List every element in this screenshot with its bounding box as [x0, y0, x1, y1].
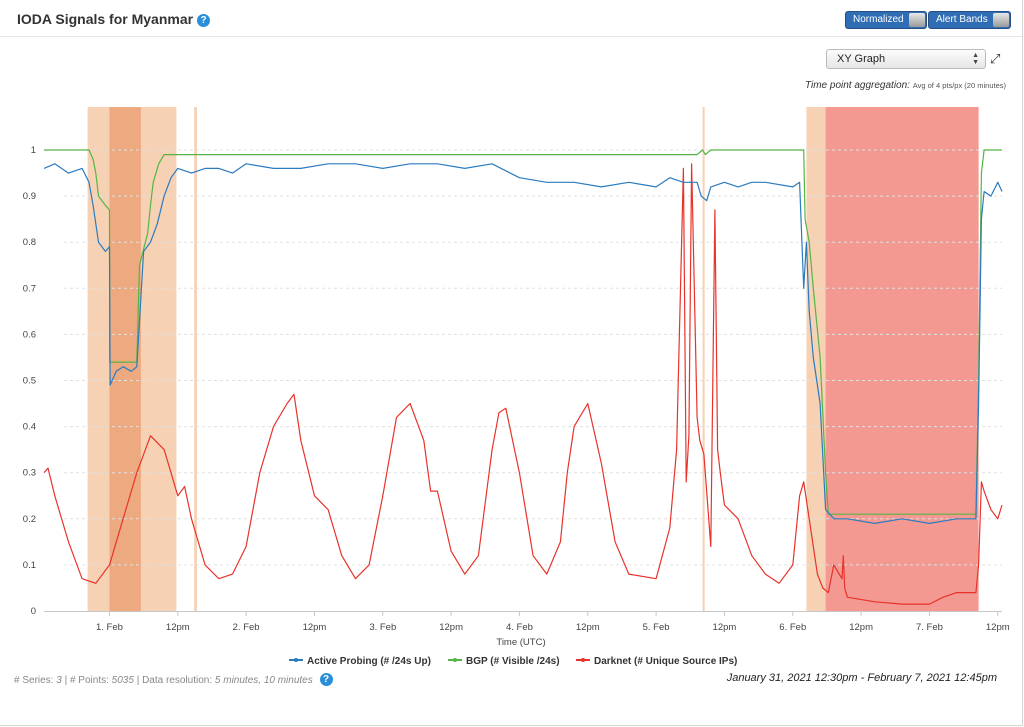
fullscreen-icon[interactable]: ⤢ [990, 51, 1001, 66]
legend-label: BGP (# Visible /24s) [466, 656, 560, 667]
normalized-toggle[interactable]: Normalized [845, 11, 927, 29]
resolution-label: | Data resolution: [136, 675, 213, 686]
alert-band [825, 107, 979, 611]
alert-band [806, 107, 826, 611]
toggle-knob [992, 13, 1009, 27]
series-info: # Series: 3 | # Points: 5035 | Data reso… [14, 673, 333, 686]
y-tick-label: 0.9 [23, 191, 36, 202]
x-tick-label: 12pm [713, 622, 737, 633]
alert-bands [87, 107, 979, 611]
y-tick-label: 0.2 [23, 514, 36, 525]
title-text: IODA Signals for Myanmar [17, 11, 194, 27]
y-tick-label: 0.8 [23, 237, 36, 248]
legend-label: Active Probing (# /24s Up) [307, 656, 431, 667]
series-lines [43, 149, 1003, 605]
alert-bands-label: Alert Bands [936, 14, 988, 25]
points-label: | # Points: [64, 675, 109, 686]
legend-swatch-icon [576, 658, 590, 662]
date-range: January 31, 2021 12:30pm - February 7, 2… [726, 672, 997, 684]
x-tick-label: 5. Feb [643, 622, 670, 633]
series-label: # Series: [14, 675, 54, 686]
legend-swatch-icon [448, 658, 462, 662]
normalized-label: Normalized [853, 14, 904, 25]
resolution-value: 5 minutes, 10 minutes [214, 675, 313, 686]
x-tick-label: 2. Feb [233, 622, 260, 633]
aggregation-info: Time point aggregation: Avg of 4 pts/px … [805, 80, 1006, 91]
x-tick-label: 12pm [166, 622, 190, 633]
x-tick-label: 12pm [986, 622, 1010, 633]
legend-label: Darknet (# Unique Source IPs) [594, 656, 738, 667]
y-tick-label: 0.1 [23, 560, 36, 571]
x-tick-label: 7. Feb [916, 622, 943, 633]
graph-type-select[interactable]: XY Graph ▲ ▼ [826, 49, 986, 69]
y-tick-label: 0.4 [23, 422, 36, 433]
y-tick-label: 0 [31, 606, 36, 617]
x-tick-label: 12pm [576, 622, 600, 633]
series-count: 3 [56, 675, 62, 686]
y-tick-label: 0.7 [23, 283, 36, 294]
legend-item-active-probing[interactable]: Active Probing (# /24s Up) [289, 656, 431, 667]
y-axis: 0 0.1 0.2 0.3 0.4 0.5 0.6 0.7 0.8 0.9 1 [23, 145, 36, 617]
x-tick-label: 3. Feb [369, 622, 396, 633]
y-tick-label: 1 [31, 145, 36, 156]
x-tick-label: 6. Feb [779, 622, 806, 633]
x-tick-label: 1. Feb [96, 622, 123, 633]
legend-item-bgp[interactable]: BGP (# Visible /24s) [448, 656, 560, 667]
y-tick-label: 0.6 [23, 329, 36, 340]
graph-type-value: XY Graph [837, 53, 886, 65]
x-tick-label: 12pm [303, 622, 327, 633]
alert-band [109, 107, 141, 611]
select-arrows-icon: ▲ ▼ [972, 52, 979, 66]
alert-band [194, 107, 197, 611]
toggle-knob [908, 13, 925, 27]
alert-band [702, 107, 705, 611]
help-icon[interactable]: ? [197, 14, 211, 27]
x-axis: 1. Feb 12pm 2. Feb 12pm 3. Feb 12pm 4. Feb 12pm… [44, 611, 1010, 633]
x-axis-title: Time (UTC) [496, 637, 545, 648]
page-title: IODA Signals for Myanmar? [17, 11, 211, 27]
y-tick-label: 0.5 [23, 376, 36, 387]
x-tick-label: 12pm [439, 622, 463, 633]
panel-header: IODA Signals for Myanmar? Normalized Ale… [0, 0, 1022, 37]
legend-swatch-icon [289, 658, 303, 662]
legend-item-darknet[interactable]: Darknet (# Unique Source IPs) [576, 656, 737, 667]
aggregation-label: Time point aggregation: [804, 80, 910, 91]
alert-bands-toggle[interactable]: Alert Bands [928, 11, 1011, 29]
aggregation-value: Avg of 4 pts/px (20 minutes) [912, 81, 1006, 90]
help-icon[interactable]: ? [319, 673, 333, 686]
x-tick-label: 12pm [849, 622, 873, 633]
active-probing-line [43, 163, 1003, 525]
points-count: 5035 [111, 675, 134, 686]
x-tick-label: 4. Feb [506, 622, 533, 633]
y-tick-label: 0.3 [23, 468, 36, 479]
darknet-line [43, 163, 1003, 605]
